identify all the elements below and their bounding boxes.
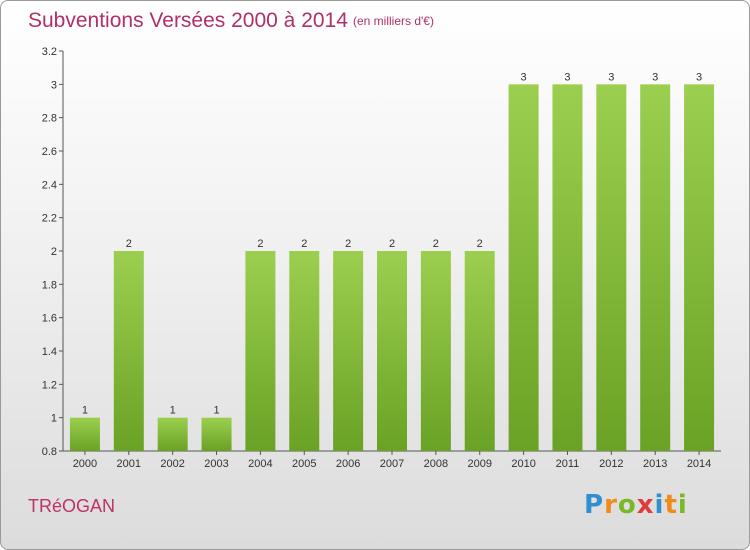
y-tick-label: 2.8 (42, 113, 57, 125)
x-tick-label: 2005 (292, 458, 316, 470)
data-label: 1 (170, 405, 176, 417)
x-tick-label: 2011 (556, 458, 580, 470)
bar (640, 84, 671, 451)
x-tick-label: 2013 (643, 458, 667, 470)
data-label: 2 (389, 238, 395, 250)
bar (552, 84, 583, 451)
y-tick-label: 1.6 (42, 313, 57, 325)
y-tick-label: 1 (51, 413, 57, 425)
x-tick-label: 2012 (599, 458, 623, 470)
bar (113, 251, 144, 451)
y-tick-label: 2.2 (42, 213, 57, 225)
bar (464, 251, 495, 451)
bar (420, 251, 451, 451)
x-tick-label: 2014 (687, 458, 711, 470)
data-label: 3 (652, 71, 658, 83)
commune-name: TRéOGAN (28, 496, 116, 516)
y-tick-label: 0.8 (42, 446, 57, 458)
bar (508, 84, 539, 451)
y-tick-label: 3 (51, 79, 57, 91)
bar (201, 417, 232, 451)
data-label: 2 (257, 238, 263, 250)
data-label: 3 (608, 71, 614, 83)
bar (377, 251, 407, 451)
x-tick-label: 2006 (336, 458, 360, 470)
bar (333, 251, 364, 451)
bar (684, 84, 715, 451)
x-tick-label: 2004 (248, 458, 272, 470)
chart-title: Subventions Versées 2000 à 2014 (28, 9, 348, 32)
x-tick-label: 2002 (160, 458, 184, 470)
data-label: 1 (82, 405, 88, 417)
bar (69, 417, 100, 451)
x-tick-label: 2009 (467, 458, 491, 470)
data-label: 2 (433, 238, 439, 250)
data-label: 2 (477, 238, 483, 250)
x-tick-label: 2010 (511, 458, 535, 470)
data-label: 1 (213, 405, 219, 417)
bar (289, 251, 320, 451)
bar (157, 417, 188, 451)
y-tick-label: 2.6 (42, 146, 57, 158)
data-label: 3 (696, 71, 702, 83)
y-tick-label: 1.4 (42, 346, 57, 358)
y-tick-label: 2.4 (42, 179, 57, 191)
x-tick-label: 2008 (424, 458, 448, 470)
x-tick-label: 2000 (73, 458, 97, 470)
data-label: 2 (126, 238, 132, 250)
y-tick-label: 1.8 (42, 279, 57, 291)
y-tick-label: 3.2 (42, 46, 57, 58)
y-tick-label: 1.2 (42, 379, 57, 391)
bar (596, 84, 627, 451)
data-label: 2 (301, 238, 307, 250)
x-tick-label: 2001 (117, 458, 141, 470)
x-tick-label: 2003 (204, 458, 228, 470)
x-tick-label: 2007 (380, 458, 404, 470)
proxiti-logo: Proxiti (584, 490, 688, 520)
bar (245, 251, 276, 451)
data-label: 2 (345, 238, 351, 250)
y-tick-label: 2 (51, 246, 57, 258)
data-label: 3 (521, 71, 527, 83)
chart-subtitle: (en milliers d'€) (353, 14, 434, 28)
data-label: 3 (564, 71, 570, 83)
